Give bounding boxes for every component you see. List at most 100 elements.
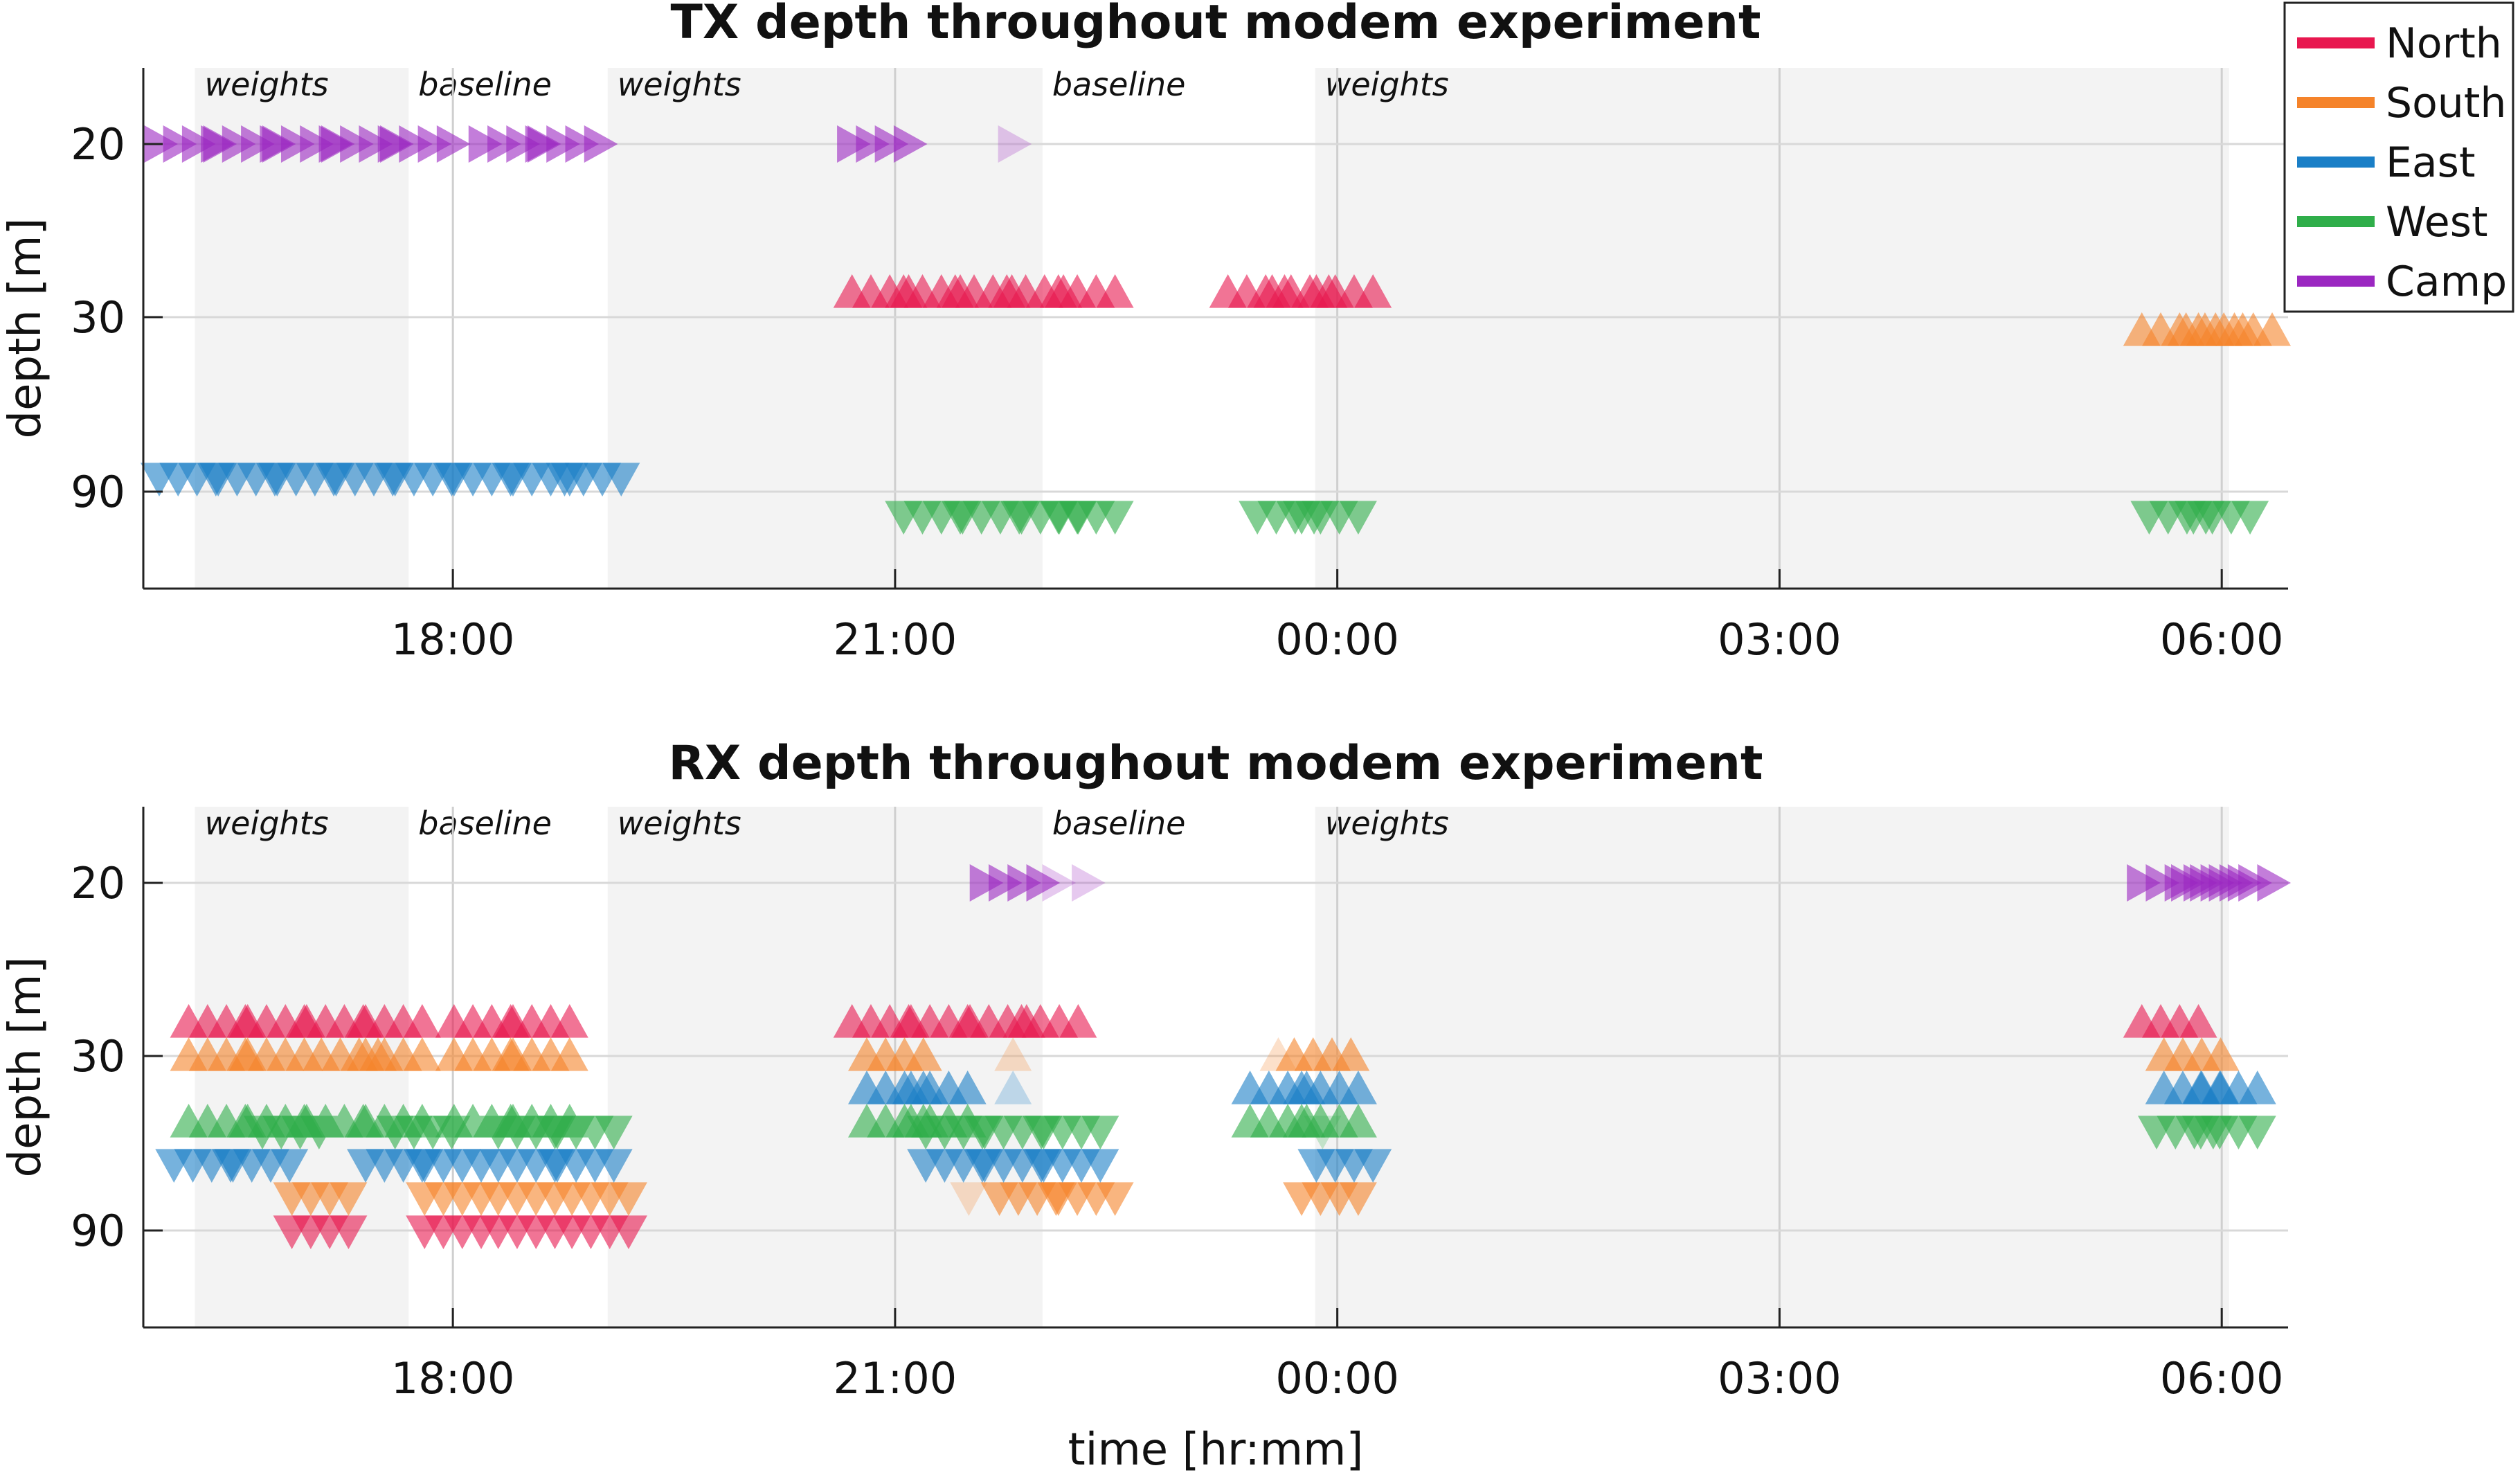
data-point-camp <box>241 125 275 163</box>
data-point-camp <box>380 125 414 163</box>
legend-label-west: West <box>2386 198 2488 247</box>
data-point-camp <box>2127 864 2161 902</box>
data-point-camp <box>1007 864 1041 902</box>
data-point-camp <box>2219 864 2253 902</box>
data-point-north <box>1059 1004 1097 1038</box>
y-tick-label: 90 <box>71 467 125 517</box>
phase-label: weights <box>205 805 329 842</box>
series-east <box>155 1071 2276 1183</box>
data-point-west <box>595 1116 633 1149</box>
data-point-east <box>271 1149 309 1183</box>
phase-label: weights <box>618 66 741 103</box>
data-point-camp <box>2257 864 2292 902</box>
data-point-camp <box>527 125 561 163</box>
y-axis-label: depth [m] <box>0 957 51 1178</box>
series-west <box>885 501 2269 535</box>
series-north <box>833 274 1392 308</box>
data-point-south <box>1339 1182 1377 1216</box>
phase-label: weights <box>205 66 329 103</box>
data-point-south <box>1096 1182 1134 1216</box>
data-point-north <box>550 1004 588 1038</box>
data-point-south <box>994 1037 1032 1071</box>
data-point-south <box>2202 1037 2240 1071</box>
phase-label: weights <box>1325 805 1449 842</box>
series-camp <box>969 864 2292 902</box>
data-point-camp <box>546 125 580 163</box>
data-point-camp <box>203 125 237 163</box>
data-point-east <box>1354 1149 1392 1183</box>
series-camp <box>144 125 1032 163</box>
data-point-camp <box>837 125 871 163</box>
data-point-south <box>609 1182 647 1216</box>
data-point-west <box>1339 501 1377 535</box>
data-point-camp <box>2145 864 2180 902</box>
legend-label-north: North <box>2386 19 2502 68</box>
data-point-north <box>609 1215 647 1249</box>
phase-band <box>1315 807 2229 1327</box>
data-point-west <box>1081 1116 1119 1149</box>
data-point-south <box>403 1037 441 1071</box>
y-axis-label: depth [m] <box>0 218 51 439</box>
data-point-east <box>994 1071 1032 1104</box>
legend-label-south: South <box>2386 79 2506 127</box>
data-point-camp <box>874 125 909 163</box>
data-point-camp <box>359 125 393 163</box>
phase-label: baseline <box>1052 66 1186 103</box>
x-tick-label: 18:00 <box>391 1353 515 1404</box>
y-tick-label: 90 <box>71 1206 125 1256</box>
data-point-camp <box>222 125 256 163</box>
series-north <box>170 1004 2217 1249</box>
data-point-camp <box>468 125 503 163</box>
x-tick-label: 21:00 <box>834 1353 957 1404</box>
x-axis-label: time [hr:mm] <box>1068 1424 1364 1476</box>
data-point-camp <box>436 125 471 163</box>
data-point-south <box>1332 1037 1370 1071</box>
data-point-north <box>330 1215 368 1249</box>
phase-label: weights <box>1325 66 1449 103</box>
data-point-camp <box>399 125 433 163</box>
data-point-camp <box>565 125 600 163</box>
data-point-camp <box>856 125 890 163</box>
data-point-east <box>595 1149 633 1183</box>
phase-label: baseline <box>418 805 552 842</box>
data-point-camp <box>893 125 928 163</box>
legend: North South East West Camp <box>2283 1 2514 313</box>
data-point-south <box>2253 312 2292 346</box>
data-point-camp <box>2238 864 2272 902</box>
data-point-west <box>1304 1116 1342 1149</box>
data-point-east <box>1339 1071 1377 1104</box>
data-point-camp <box>280 125 315 163</box>
data-point-west <box>2231 501 2269 535</box>
data-point-camp <box>262 125 296 163</box>
series-south <box>2123 312 2292 346</box>
legend-label-east: East <box>2386 138 2475 187</box>
phase-label: baseline <box>1052 805 1186 842</box>
legend-label-camp: Camp <box>2386 258 2507 306</box>
data-point-west <box>2238 1116 2276 1149</box>
chart-panel-rx: weights baseline weights baseline weights 18:… <box>0 736 2292 1476</box>
data-point-camp <box>340 125 374 163</box>
data-point-south <box>904 1037 942 1071</box>
data-point-south <box>330 1182 368 1216</box>
data-point-south <box>550 1037 588 1071</box>
data-point-camp <box>2200 864 2235 902</box>
x-tick-label: 03:00 <box>1718 1353 1842 1404</box>
x-tick-label: 06:00 <box>2160 614 2284 665</box>
x-tick-label: 03:00 <box>1718 614 1842 665</box>
y-tick-label: 20 <box>71 119 125 170</box>
data-point-west <box>1096 501 1134 535</box>
data-point-west <box>1339 1104 1377 1138</box>
data-point-east <box>1081 1149 1119 1183</box>
data-point-north <box>403 1004 441 1038</box>
data-point-west <box>433 1116 471 1149</box>
y-tick-label: 30 <box>71 292 125 343</box>
data-point-camp <box>998 125 1032 163</box>
phase-label: baseline <box>418 66 552 103</box>
data-point-north <box>1354 274 1392 308</box>
data-point-camp <box>506 125 540 163</box>
data-point-north <box>2179 1004 2217 1038</box>
data-point-camp <box>487 125 521 163</box>
x-tick-label: 18:00 <box>391 614 515 665</box>
x-tick-label: 00:00 <box>1275 614 1399 665</box>
